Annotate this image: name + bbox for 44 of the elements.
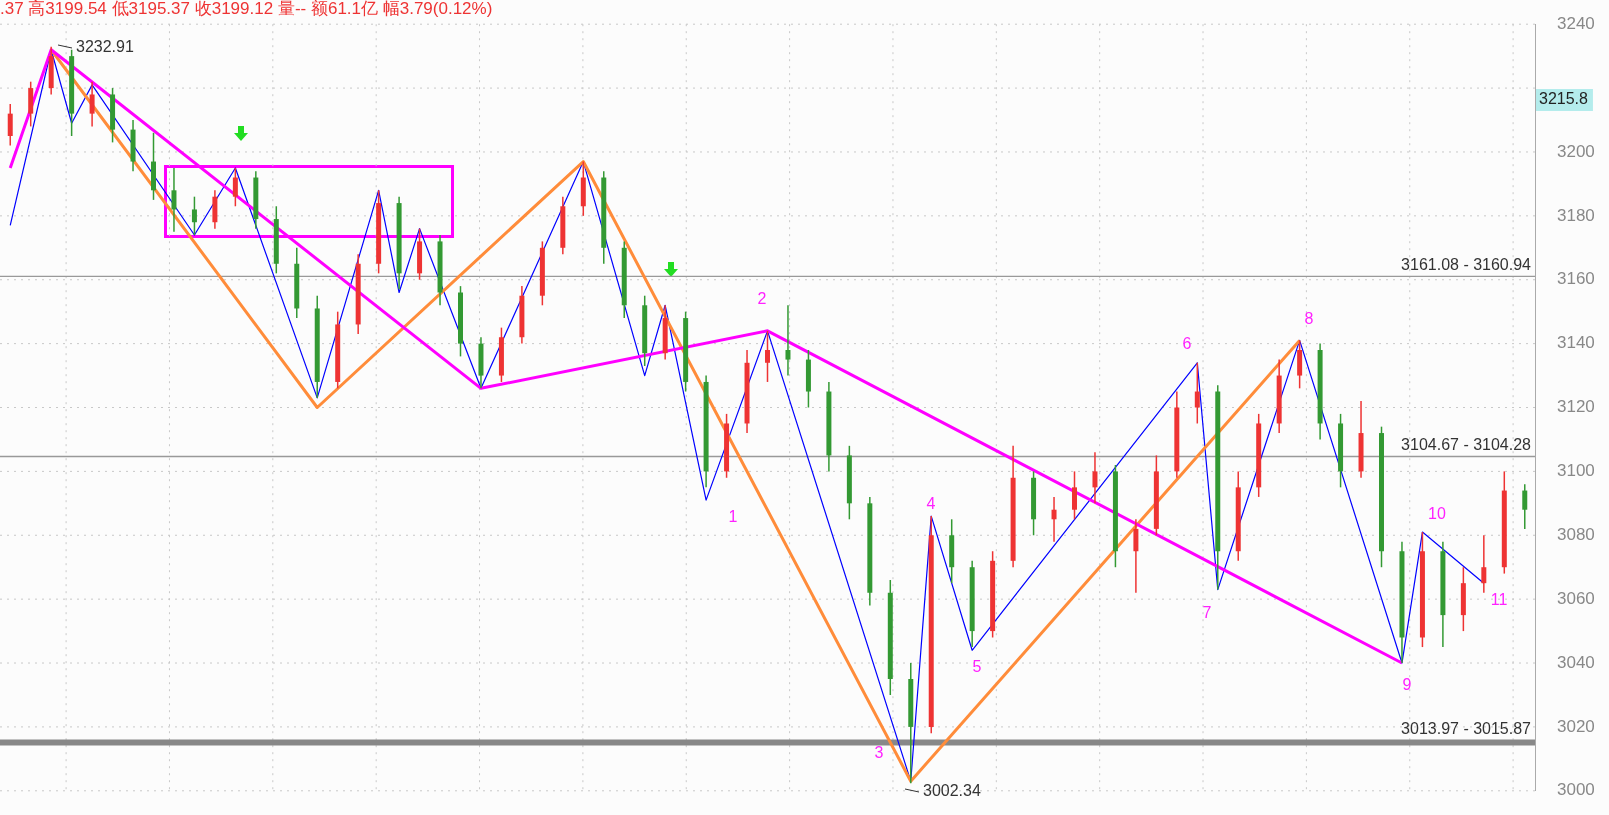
annotation: 3002.34 (923, 782, 981, 800)
annotation: 1 (728, 508, 738, 526)
y-tick-label: 3180 (1557, 205, 1595, 225)
y-tick-label: 3000 (1557, 780, 1595, 800)
band-label: 3161.08 - 3160.94 (1401, 255, 1532, 273)
candlestick (1194, 362, 1200, 425)
y-tick-label: 3100 (1557, 461, 1595, 481)
annotation: 3 (874, 744, 884, 762)
y-tick-label: 3020 (1557, 716, 1595, 736)
candlestick (89, 80, 95, 128)
annotation: 6 (1182, 335, 1192, 353)
candlestick (171, 167, 177, 233)
candlestick (191, 195, 197, 236)
annotation: 9 (1402, 676, 1412, 694)
annotation: 8 (1304, 310, 1314, 328)
annotation: 7 (1202, 604, 1212, 622)
candlestick (1133, 518, 1139, 594)
candlestick (1051, 496, 1057, 543)
y-tick-label: 3080 (1557, 524, 1595, 544)
y-tick-label: 3160 (1557, 269, 1595, 289)
band-label: 3104.67 - 3104.28 (1401, 435, 1532, 453)
y-tick-label: 3200 (1557, 141, 1595, 161)
candlestick (7, 103, 13, 147)
annotation: 3232.91 (76, 38, 134, 56)
y-tick-label: 3120 (1557, 397, 1595, 417)
y-tick-label: 3040 (1557, 652, 1595, 672)
text: 3215.8 (1539, 90, 1589, 108)
y-tick-label: 3140 (1557, 333, 1595, 353)
annotation: 5 (972, 658, 982, 676)
candlestick (785, 304, 791, 377)
annotation: 10 (1428, 505, 1446, 523)
candlestick (232, 167, 238, 208)
y-tick-label: 3240 (1557, 13, 1595, 33)
candlestick (765, 330, 770, 383)
band-label: 3013.97 - 3015.87 (1401, 719, 1532, 737)
candlestick (1481, 534, 1487, 594)
candlestick (1522, 483, 1528, 530)
y-tick-label: 3060 (1557, 588, 1595, 608)
annotation: 2 (757, 290, 767, 308)
annotation: 4 (926, 495, 936, 513)
candlestick (1092, 451, 1098, 505)
annotation: 11 (1490, 591, 1508, 609)
chart-title: .37 高3199.54 低3195.37 收3199.12 量-- 额61.1亿 幅3.79(0.12%) (0, 0, 493, 20)
candlestick (1072, 470, 1077, 521)
